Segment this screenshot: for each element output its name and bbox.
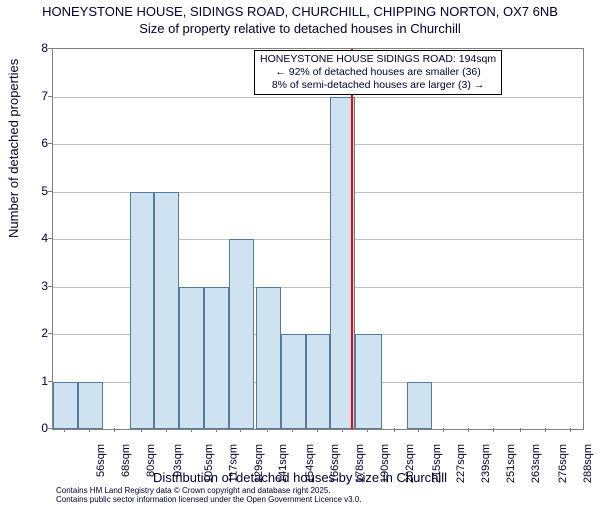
x-tick — [545, 428, 546, 432]
x-tick-label: 93sqm — [172, 444, 184, 477]
annotation-line: ← 92% of detached houses are smaller (36… — [260, 66, 496, 79]
histogram-bar — [256, 287, 281, 430]
annotation-line: 8% of semi-detached houses are larger (3… — [260, 79, 496, 92]
y-tick-label: 3 — [28, 279, 48, 293]
x-tick — [443, 428, 444, 432]
y-tick — [48, 191, 52, 192]
x-tick — [141, 428, 142, 432]
x-tick — [89, 428, 90, 432]
histogram-bar — [229, 239, 254, 429]
y-tick-label: 1 — [28, 374, 48, 388]
histogram-bar — [53, 382, 78, 430]
y-tick-label: 2 — [28, 326, 48, 340]
histogram-bar — [130, 192, 155, 430]
y-tick — [48, 286, 52, 287]
x-tick — [267, 428, 268, 432]
y-tick-label: 4 — [28, 231, 48, 245]
y-tick-label: 0 — [28, 421, 48, 435]
x-tick-label: 154sqm — [304, 444, 316, 483]
x-tick-label: 263sqm — [530, 444, 542, 483]
x-tick-label: 239sqm — [480, 444, 492, 483]
histogram-bar — [355, 334, 382, 429]
x-tick-label: 190sqm — [379, 444, 391, 483]
annotation-box: HONEYSTONE HOUSE SIDINGS ROAD: 194sqm← 9… — [254, 50, 502, 95]
histogram-bar — [179, 287, 204, 430]
x-tick-label: 251sqm — [505, 444, 517, 483]
x-tick — [191, 428, 192, 432]
x-tick — [418, 428, 419, 432]
y-tick — [48, 48, 52, 49]
y-tick — [48, 333, 52, 334]
title-line-2: Size of property relative to detached ho… — [0, 21, 600, 38]
x-tick — [367, 428, 368, 432]
x-tick — [292, 428, 293, 432]
histogram-bar — [306, 334, 331, 429]
x-tick — [570, 428, 571, 432]
x-tick-label: 227sqm — [456, 444, 468, 483]
x-tick — [114, 428, 115, 432]
x-tick — [64, 428, 65, 432]
x-tick-label: 129sqm — [253, 444, 265, 483]
title-line-1: HONEYSTONE HOUSE, SIDINGS ROAD, CHURCHIL… — [0, 4, 600, 21]
y-axis-label: Number of detached properties — [6, 59, 21, 238]
y-tick-label: 5 — [28, 184, 48, 198]
x-tick-label: 202sqm — [404, 444, 416, 483]
y-tick — [48, 238, 52, 239]
x-tick-label: 288sqm — [582, 444, 594, 483]
x-tick — [520, 428, 521, 432]
x-tick — [493, 428, 494, 432]
x-tick-label: 56sqm — [95, 444, 107, 477]
y-tick — [48, 96, 52, 97]
histogram-bar — [407, 382, 432, 430]
x-tick — [216, 428, 217, 432]
y-tick — [48, 143, 52, 144]
x-tick-label: 178sqm — [354, 444, 366, 483]
gridline — [53, 144, 583, 145]
x-tick-label: 105sqm — [203, 444, 215, 483]
x-tick — [166, 428, 167, 432]
x-tick — [240, 428, 241, 432]
y-tick-label: 8 — [28, 41, 48, 55]
x-tick — [317, 428, 318, 432]
x-tick — [342, 428, 343, 432]
x-tick-label: 215sqm — [431, 444, 443, 483]
histogram-bar — [78, 382, 103, 430]
gridline — [53, 97, 583, 98]
histogram-bar — [281, 334, 306, 429]
histogram-bar — [204, 287, 229, 430]
footer-line-2: Contains public sector information licen… — [56, 496, 362, 505]
footer-attribution: Contains HM Land Registry data © Crown c… — [56, 487, 362, 505]
x-tick-label: 117sqm — [227, 444, 239, 482]
x-tick — [468, 428, 469, 432]
y-tick — [48, 428, 52, 429]
x-tick-label: 80sqm — [145, 444, 157, 477]
x-tick — [394, 428, 395, 432]
y-tick-label: 6 — [28, 136, 48, 150]
x-tick-label: 276sqm — [557, 444, 569, 483]
annotation-line: HONEYSTONE HOUSE SIDINGS ROAD: 194sqm — [260, 53, 496, 66]
x-tick-label: 141sqm — [278, 444, 290, 483]
histogram-plot: HONEYSTONE HOUSE SIDINGS ROAD: 194sqm← 9… — [52, 48, 584, 430]
marker-line — [351, 49, 353, 429]
x-tick-label: 68sqm — [120, 444, 132, 477]
y-tick — [48, 381, 52, 382]
histogram-bar — [154, 192, 179, 430]
x-tick-label: 166sqm — [329, 444, 341, 483]
y-tick-label: 7 — [28, 89, 48, 103]
